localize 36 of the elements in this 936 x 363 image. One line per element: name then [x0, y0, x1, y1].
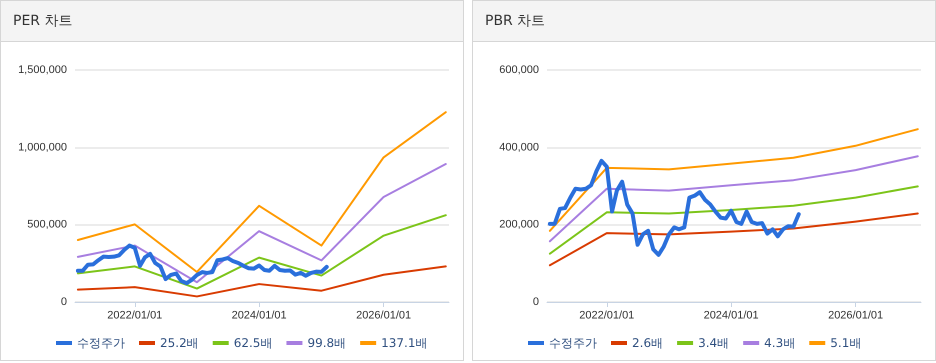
x-tick-label: 2022/01/01: [107, 310, 162, 322]
x-tick-label: 2022/01/01: [579, 310, 634, 322]
line-series: [548, 128, 919, 232]
line-series: [76, 244, 329, 286]
y-tick-label: 200,000: [499, 218, 539, 231]
line-series: [548, 212, 919, 266]
y-tick-label: 1,500,000: [18, 64, 67, 76]
y-tick-label: 400,000: [499, 141, 539, 154]
y-tick-label: 0: [60, 296, 67, 308]
line-series: [76, 163, 447, 284]
x-tick-label: 2026/01/01: [356, 310, 412, 322]
x-tick-label: 2024/01/01: [704, 310, 759, 322]
legend-label: 2.6배: [632, 336, 664, 350]
line-series: [548, 158, 801, 257]
y-tick-label: 1,000,000: [18, 141, 67, 154]
legend-label: 25.2배: [160, 336, 199, 350]
line-series: [548, 155, 919, 242]
x-tick-label: 2026/01/01: [828, 310, 884, 322]
legend-label: 5.1배: [830, 336, 862, 350]
legend-label: 4.3배: [764, 336, 796, 350]
chart-title: PBR 차트: [473, 1, 935, 42]
legend-label: 62.5배: [234, 336, 272, 350]
legend-label: 3.4배: [698, 336, 730, 350]
chart-title: PER 차트: [1, 1, 463, 42]
y-tick-label: 600,000: [499, 64, 539, 76]
line-series: [76, 265, 447, 298]
x-tick-label: 2024/01/01: [232, 310, 287, 322]
line-series: [76, 214, 447, 290]
legend-label: 수정주가: [77, 336, 125, 350]
line-series: [548, 185, 919, 255]
line-series: [76, 111, 447, 273]
y-tick-label: 0: [532, 296, 539, 308]
legend-label: 99.8배: [307, 336, 346, 350]
y-tick-label: 500,000: [27, 218, 67, 231]
legend-label: 137.1배: [381, 336, 428, 350]
legend-label: 수정주가: [549, 336, 597, 350]
